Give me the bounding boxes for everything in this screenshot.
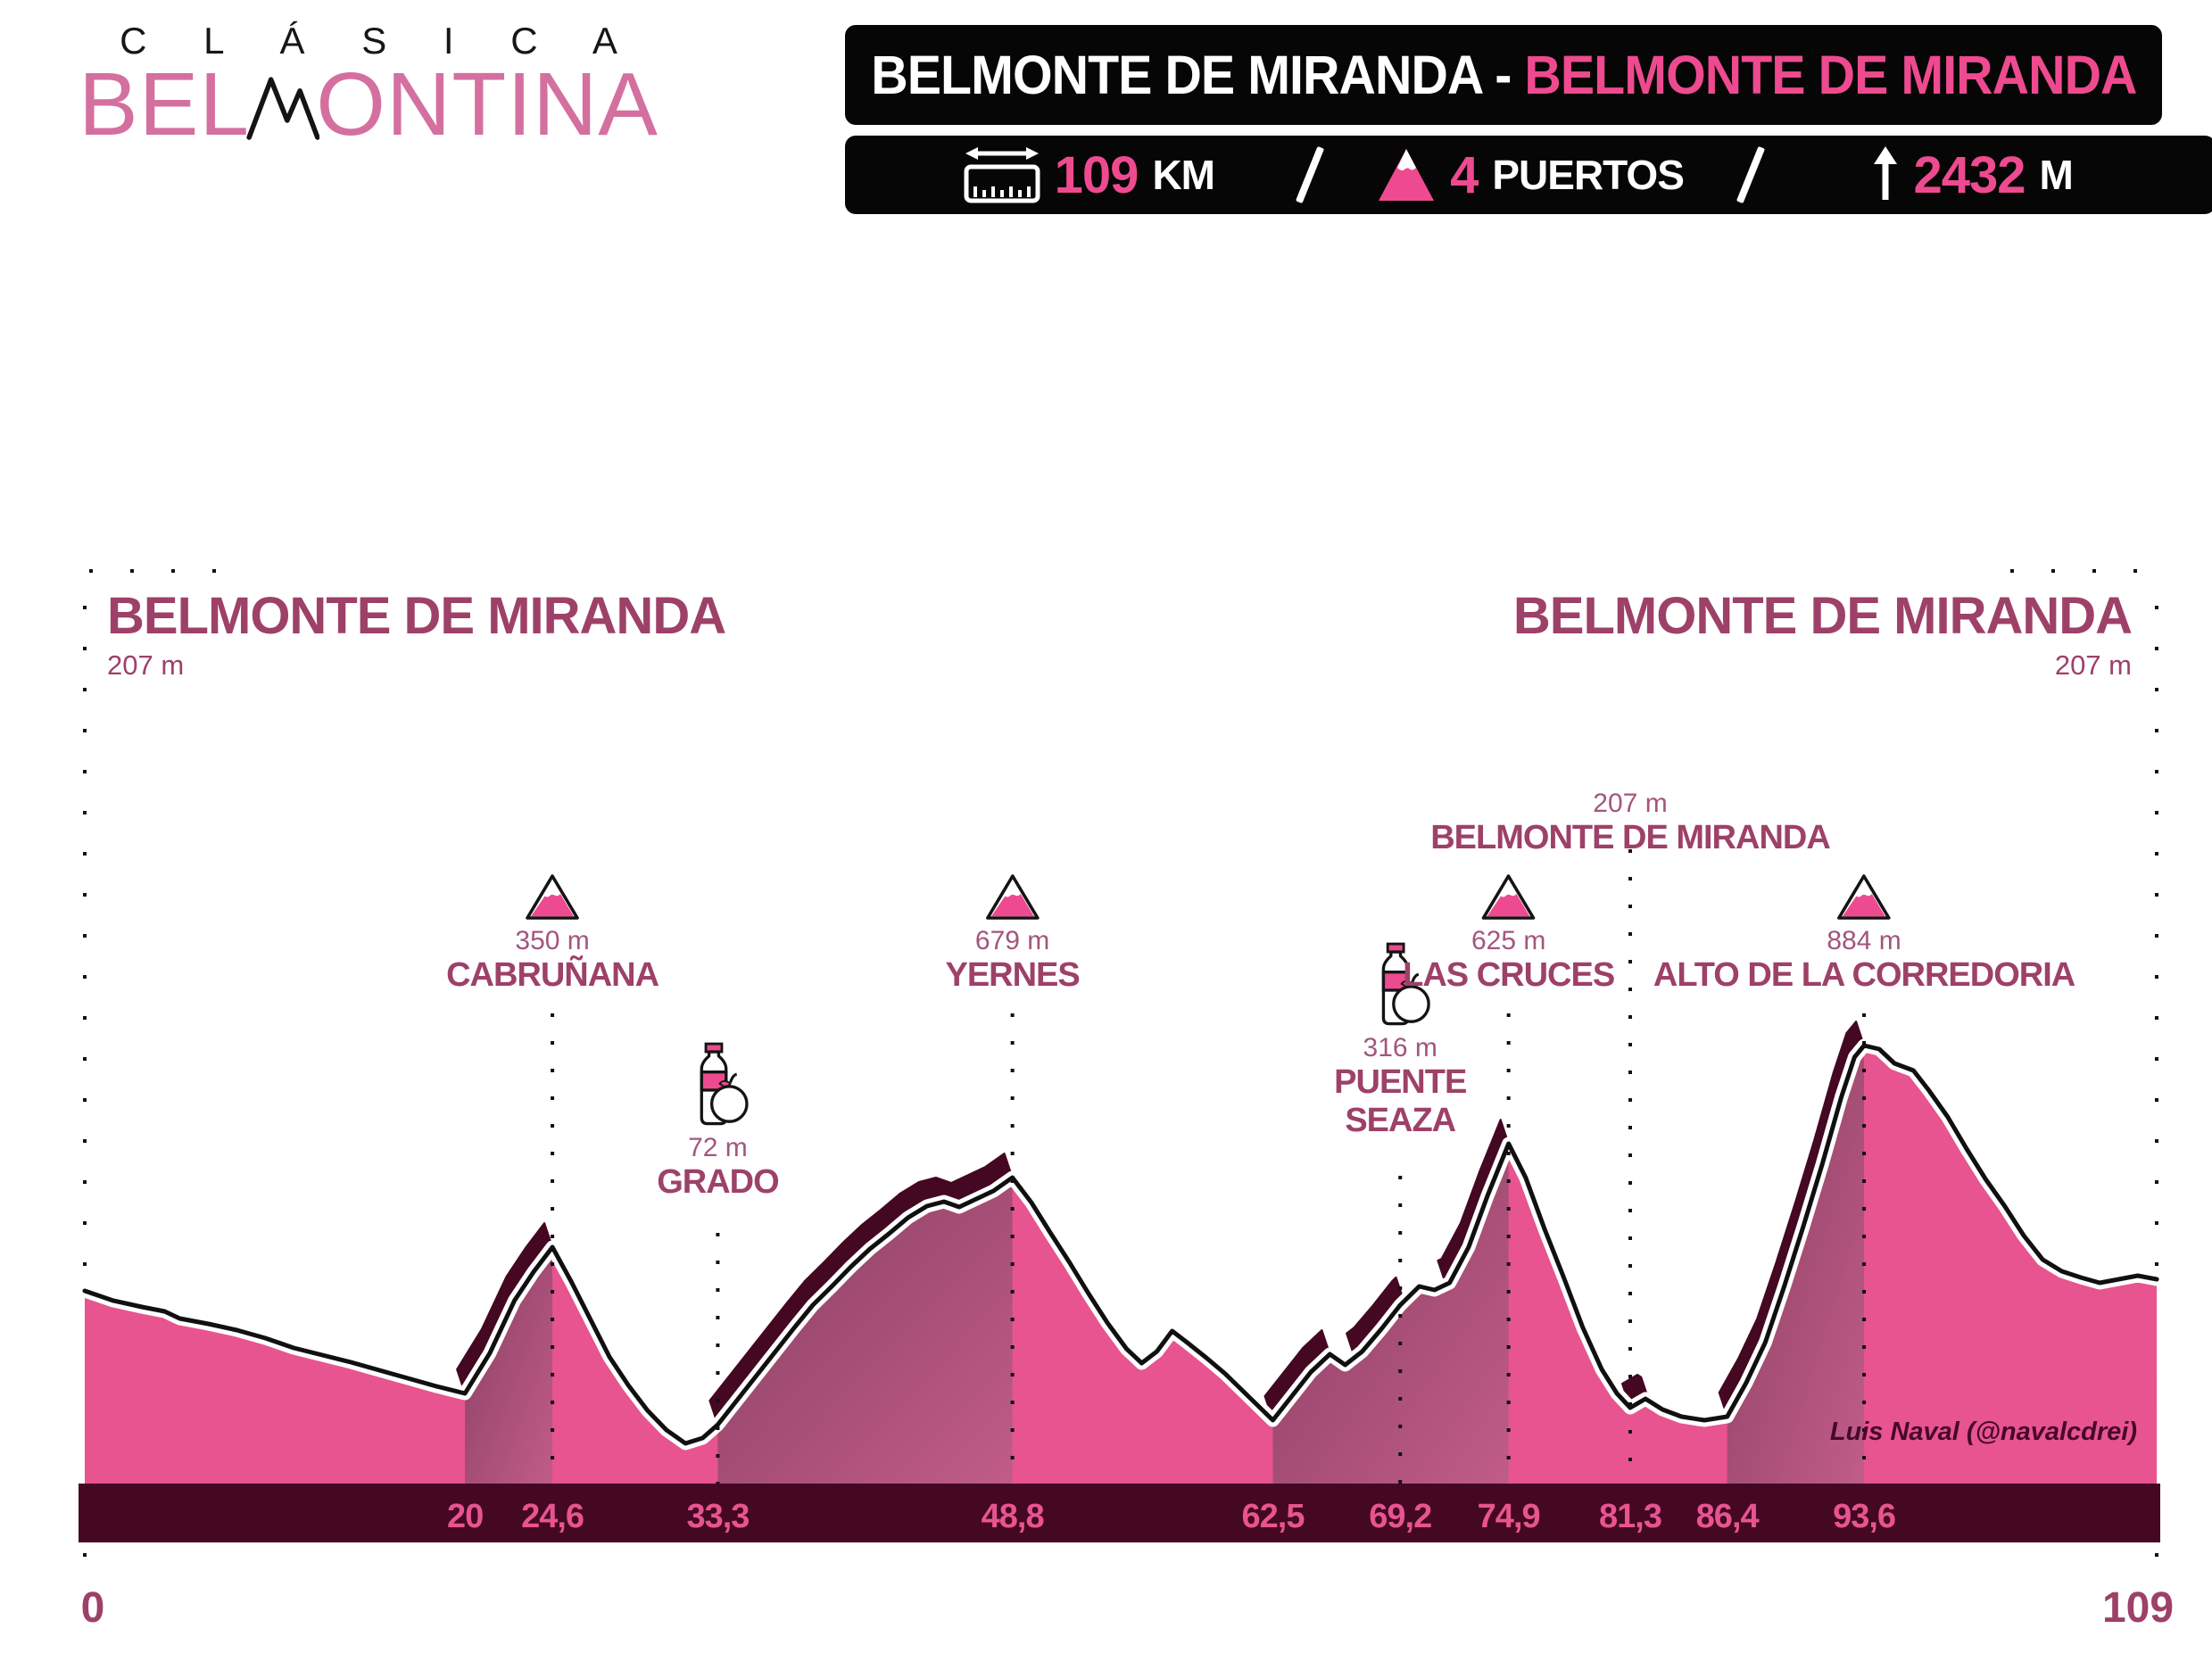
km-bar-label: 69,2 — [1369, 1498, 1431, 1535]
waypoint-name: LAS CRUCES — [1403, 956, 1615, 994]
waypoint-puente-seaza: 316 m PUENTE SEAZA — [1334, 942, 1467, 1139]
mountain-monogram-icon — [246, 77, 320, 140]
climb-mountain-icon — [526, 874, 579, 920]
stat-climbs-unit: PUERTOS — [1492, 152, 1685, 198]
stat-distance: 109 KM — [872, 145, 1306, 205]
ruler-icon — [964, 147, 1040, 203]
km-bar-label: 74,9 — [1478, 1498, 1540, 1535]
stat-climbs-value: 4 — [1450, 145, 1479, 204]
km-bar-label: 93,6 — [1833, 1498, 1895, 1535]
stat-elevation-unit: M — [2039, 152, 2074, 198]
waypoint-altitude: 350 m — [515, 926, 590, 955]
start-name: BELMONTE DE MIRANDA — [107, 587, 726, 645]
finish-altitude: 207 m — [2054, 649, 2132, 681]
waypoint-name: PUENTE — [1334, 1063, 1467, 1101]
km-bar-label: 24,6 — [521, 1498, 584, 1535]
profile-line — [82, 1043, 2159, 1446]
climb-segment-fill — [717, 1178, 1013, 1484]
route-title: BELMONTE DE MIRANDA - BELMONTE DE MIRAND… — [870, 44, 2137, 106]
stat-distance-value: 109 — [1054, 145, 1139, 204]
arrow-up-icon — [1873, 146, 1897, 200]
route-finish-name: BELMONTE DE MIRANDA — [1524, 45, 2137, 105]
waypoint-name: YERNES — [945, 956, 1080, 994]
climb-segment-fill — [1272, 1144, 1509, 1484]
waypoint-las-cruces: 625 m LAS CRUCES — [1403, 872, 1615, 995]
climb-segment-fill — [465, 1247, 553, 1484]
waypoint-belmonte-de-miranda: 207 m BELMONTE DE MIRANDA — [1430, 789, 1831, 857]
feed-zone-bottle-apple-icon — [700, 1042, 749, 1126]
km-bar-label: 62,5 — [1242, 1498, 1305, 1535]
km-bar-label: 33,3 — [686, 1498, 749, 1535]
logo-top-line: C L Á S I C A — [120, 20, 641, 62]
waypoint-altitude: 316 m — [1363, 1033, 1437, 1062]
waypoint-alto-de-la-corredoria: 884 m ALTO DE LA CORREDORIA — [1653, 872, 2075, 995]
stat-climbs: 4 PUERTOS — [1313, 145, 1748, 205]
waypoint-name: GRADO — [657, 1163, 779, 1201]
feed-zone-bottle-apple-icon — [1382, 942, 1431, 1026]
profile-area-fill — [85, 1046, 2158, 1484]
waypoint-grado: 72 m GRADO — [657, 1042, 780, 1202]
waypoint-altitude: 625 m — [1471, 926, 1546, 955]
start-endpoint-label: BELMONTE DE MIRANDA 207 m — [107, 587, 726, 682]
finish-endpoint-label: BELMONTE DE MIRANDA 207 m — [1512, 587, 2133, 682]
logo-brand-prefix: BEL — [79, 54, 251, 154]
logo-brand: BEL ONTINA — [79, 54, 659, 154]
waypoint-yernes: 679 m YERNES — [945, 872, 1081, 995]
waypoint-altitude: 72 m — [688, 1133, 748, 1162]
waypoint-name: SEAZA — [1345, 1101, 1456, 1139]
route-separator: - — [1480, 45, 1525, 105]
axis-end-label: 109 — [2102, 1584, 2174, 1632]
stats-banner: 109 KM 4 PUERTOS 2432 M — [845, 136, 2212, 214]
waypoint-name: BELMONTE DE MIRANDA — [1430, 819, 1831, 856]
route-start-name: BELMONTE DE MIRANDA — [870, 45, 1482, 105]
waypoint-name: ALTO DE LA CORREDORIA — [1653, 956, 2075, 994]
km-bar — [79, 1484, 2160, 1542]
credit-text: Luis Naval (@navalcdrei) — [1830, 1418, 2137, 1446]
finish-name: BELMONTE DE MIRANDA — [1512, 587, 2133, 645]
km-bar-label: 81,3 — [1599, 1498, 1661, 1535]
waypoint-cabruñana: 350 m CABRUÑANA — [446, 872, 659, 995]
route-banner: BELMONTE DE MIRANDA - BELMONTE DE MIRAND… — [845, 25, 2162, 125]
race-logo: C L Á S I C A BEL ONTINA — [79, 20, 659, 154]
mountain-icon — [1379, 149, 1435, 201]
climb-mountain-icon — [1481, 874, 1536, 920]
stat-distance-unit: KM — [1152, 152, 1215, 198]
climb-mountain-icon — [985, 874, 1040, 920]
stat-elevation-value: 2432 — [1913, 145, 2026, 204]
stat-elevation-gain: 2432 M — [1754, 145, 2189, 205]
km-bar-label: 20 — [447, 1498, 483, 1535]
waypoint-altitude: 884 m — [1827, 926, 1901, 955]
waypoint-name: CABRUÑANA — [446, 956, 659, 994]
logo-brand-suffix: ONTINA — [316, 54, 659, 154]
waypoint-altitude: 679 m — [974, 926, 1050, 955]
waypoint-altitude: 207 m — [1593, 789, 1668, 818]
axis-start-label: 0 — [81, 1584, 105, 1632]
km-bar-label: 48,8 — [982, 1498, 1044, 1535]
start-altitude: 207 m — [107, 649, 185, 681]
climb-mountain-icon — [1837, 874, 1891, 920]
km-bar-label: 86,4 — [1696, 1498, 1760, 1535]
